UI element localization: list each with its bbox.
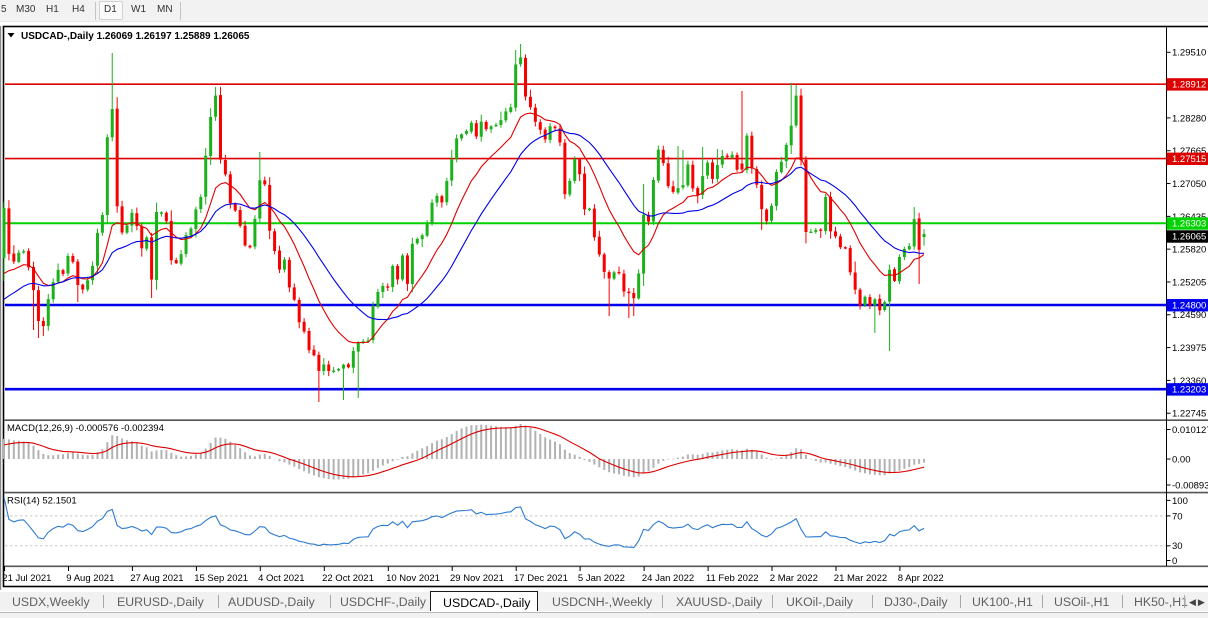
svg-text:-0.008935: -0.008935 — [1172, 480, 1208, 491]
svg-text:USDCAD-,Daily 1.26069 1.26197: USDCAD-,Daily 1.26069 1.26197 1.25889 1.… — [21, 31, 250, 42]
svg-text:2 Mar 2022: 2 Mar 2022 — [770, 573, 818, 584]
svg-text:0.0101275: 0.0101275 — [1172, 425, 1208, 436]
svg-text:4 Oct 2021: 4 Oct 2021 — [258, 573, 304, 584]
svg-text:1.29510: 1.29510 — [1172, 48, 1206, 59]
svg-text:1.25820: 1.25820 — [1172, 245, 1206, 256]
svg-text:RSI(14) 52.1501: RSI(14) 52.1501 — [7, 496, 77, 507]
svg-text:1.28912: 1.28912 — [1172, 80, 1206, 91]
svg-text:22 Oct 2021: 22 Oct 2021 — [322, 573, 374, 584]
svg-text:1.27665: 1.27665 — [1172, 146, 1206, 157]
svg-text:1.26303: 1.26303 — [1172, 219, 1206, 230]
svg-text:1.23360: 1.23360 — [1172, 376, 1206, 387]
svg-text:8 Apr 2022: 8 Apr 2022 — [898, 573, 944, 584]
svg-text:1.26435: 1.26435 — [1172, 212, 1206, 223]
svg-text:100: 100 — [1172, 496, 1188, 507]
svg-text:15 Sep 2021: 15 Sep 2021 — [194, 573, 248, 584]
svg-text:29 Nov 2021: 29 Nov 2021 — [450, 573, 504, 584]
svg-text:21 Jul 2021: 21 Jul 2021 — [2, 573, 51, 584]
svg-text:17 Dec 2021: 17 Dec 2021 — [514, 573, 568, 584]
svg-text:30: 30 — [1172, 541, 1183, 552]
svg-text:1.24590: 1.24590 — [1172, 310, 1206, 321]
svg-text:11 Feb 2022: 11 Feb 2022 — [706, 573, 759, 584]
svg-text:1.27050: 1.27050 — [1172, 179, 1206, 190]
svg-text:1.23975: 1.23975 — [1172, 343, 1206, 354]
svg-text:70: 70 — [1172, 511, 1183, 522]
svg-text:1.28280: 1.28280 — [1172, 113, 1206, 124]
svg-text:1.26065: 1.26065 — [1172, 232, 1206, 243]
svg-text:21 Mar 2022: 21 Mar 2022 — [834, 573, 887, 584]
svg-text:24 Jan 2022: 24 Jan 2022 — [642, 573, 694, 584]
svg-text:1.27515: 1.27515 — [1172, 154, 1206, 165]
svg-text:5 Jan 2022: 5 Jan 2022 — [578, 573, 625, 584]
svg-text:1.23203: 1.23203 — [1172, 385, 1206, 396]
svg-text:0.00: 0.00 — [1172, 454, 1191, 465]
svg-text:1.22745: 1.22745 — [1172, 409, 1206, 420]
svg-text:9 Aug 2021: 9 Aug 2021 — [66, 573, 114, 584]
svg-text:1.25205: 1.25205 — [1172, 277, 1206, 288]
svg-text:0: 0 — [1172, 556, 1177, 567]
svg-text:27 Aug 2021: 27 Aug 2021 — [130, 573, 183, 584]
svg-text:1.24800: 1.24800 — [1172, 300, 1206, 311]
svg-text:10 Nov 2021: 10 Nov 2021 — [386, 573, 440, 584]
svg-text:MACD(12,26,9) -0.000576 -0.002: MACD(12,26,9) -0.000576 -0.002394 — [7, 423, 164, 434]
